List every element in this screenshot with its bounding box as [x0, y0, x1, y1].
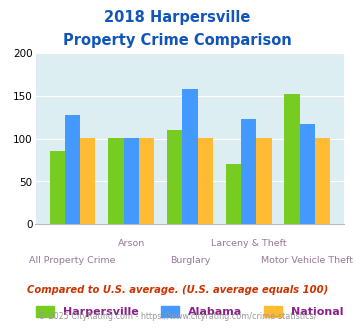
Bar [80, 138, 95, 224]
Text: © 2025 CityRating.com - https://www.cityrating.com/crime-statistics/: © 2025 CityRating.com - https://www.city… [38, 312, 317, 321]
Text: Arson: Arson [118, 239, 145, 248]
Bar [198, 138, 213, 224]
Bar [300, 124, 315, 224]
Bar [139, 138, 154, 224]
Bar [226, 164, 241, 224]
Text: Larceny & Theft: Larceny & Theft [211, 239, 286, 248]
Bar [256, 138, 272, 224]
Bar [241, 119, 256, 224]
Bar [284, 94, 300, 224]
Bar [315, 138, 330, 224]
Bar [108, 138, 124, 224]
Text: Compared to U.S. average. (U.S. average equals 100): Compared to U.S. average. (U.S. average … [27, 285, 328, 295]
Bar [182, 89, 198, 224]
Text: 2018 Harpersville: 2018 Harpersville [104, 10, 251, 25]
Text: Property Crime Comparison: Property Crime Comparison [63, 33, 292, 48]
Text: Motor Vehicle Theft: Motor Vehicle Theft [261, 256, 354, 265]
Bar [65, 115, 80, 224]
Bar [124, 138, 139, 224]
Text: Burglary: Burglary [170, 256, 210, 265]
Text: All Property Crime: All Property Crime [29, 256, 116, 265]
Bar [167, 130, 182, 224]
Legend: Harpersville, Alabama, National: Harpersville, Alabama, National [32, 302, 348, 322]
Bar [50, 151, 65, 224]
